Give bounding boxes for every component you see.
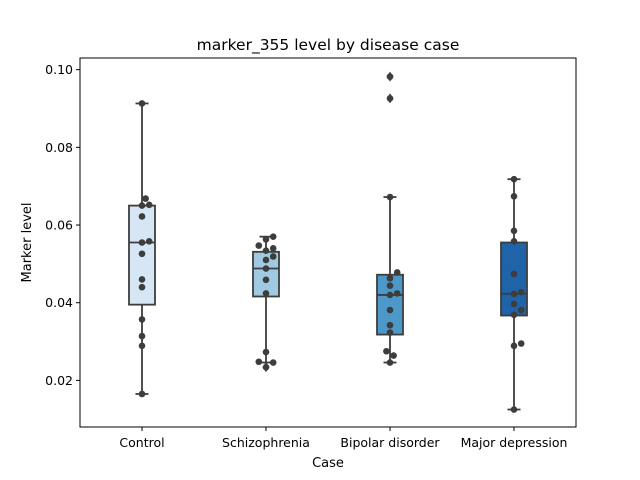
y-tick-label: 0.10 bbox=[45, 62, 73, 77]
data-point bbox=[138, 213, 146, 220]
data-point bbox=[138, 239, 146, 246]
data-point bbox=[510, 227, 518, 235]
data-point bbox=[255, 358, 263, 366]
data-point bbox=[138, 250, 146, 258]
data-point bbox=[383, 347, 390, 355]
data-point bbox=[145, 238, 153, 245]
data-point bbox=[262, 363, 270, 371]
data-point bbox=[510, 342, 518, 350]
data-point bbox=[386, 274, 394, 282]
data-point bbox=[138, 283, 146, 291]
x-tick-label: Major depression bbox=[461, 435, 568, 450]
data-point bbox=[138, 332, 146, 340]
data-point bbox=[386, 321, 394, 329]
data-point bbox=[138, 202, 146, 209]
data-point bbox=[269, 233, 277, 240]
data-point bbox=[138, 316, 146, 323]
swarm-schizophrenia bbox=[255, 233, 277, 371]
data-point bbox=[517, 306, 525, 314]
x-tick-label: Control bbox=[119, 435, 164, 450]
data-point bbox=[145, 201, 153, 209]
data-point bbox=[262, 290, 270, 297]
y-tick-label: 0.02 bbox=[45, 373, 73, 388]
data-point bbox=[386, 359, 394, 366]
swarm-control bbox=[138, 100, 153, 398]
data-point bbox=[517, 340, 525, 347]
data-point bbox=[262, 256, 270, 264]
data-point bbox=[510, 192, 518, 200]
data-point bbox=[386, 329, 394, 336]
data-point bbox=[510, 311, 518, 319]
axes: 0.02 0.04 0.06 0.08 0.10 Control Schizophrenia… bbox=[45, 62, 567, 450]
swarm-bipolar-disorder bbox=[383, 73, 401, 366]
plot-area bbox=[128, 71, 528, 413]
data-point bbox=[510, 406, 518, 413]
swarm-major-depression bbox=[510, 175, 525, 413]
data-point bbox=[269, 359, 277, 366]
data-point bbox=[386, 193, 394, 201]
data-point bbox=[393, 269, 401, 276]
data-point bbox=[262, 236, 270, 243]
data-point bbox=[386, 306, 394, 314]
y-tick-label: 0.04 bbox=[45, 295, 73, 310]
x-tick-label: Schizophrenia bbox=[222, 435, 310, 450]
data-point bbox=[262, 276, 270, 284]
data-point bbox=[262, 247, 270, 254]
y-tick-label: 0.08 bbox=[45, 140, 73, 155]
data-point bbox=[138, 276, 146, 283]
data-point bbox=[386, 73, 394, 80]
data-point bbox=[510, 270, 518, 278]
data-point bbox=[510, 290, 518, 298]
data-point bbox=[138, 390, 146, 398]
data-point bbox=[142, 195, 149, 202]
data-point bbox=[386, 291, 394, 299]
data-point bbox=[269, 253, 277, 260]
data-point bbox=[255, 242, 263, 249]
data-point bbox=[510, 175, 518, 183]
data-point bbox=[262, 348, 270, 356]
data-point bbox=[269, 245, 277, 252]
data-point bbox=[393, 290, 401, 297]
y-tick-label: 0.06 bbox=[45, 218, 73, 233]
plot-frame bbox=[79, 57, 577, 428]
data-point bbox=[138, 100, 146, 107]
data-point bbox=[138, 342, 146, 350]
x-tick-label: Bipolar disorder bbox=[340, 435, 440, 450]
y-axis-title: Marker level bbox=[20, 203, 35, 283]
data-point bbox=[510, 238, 518, 245]
data-point bbox=[390, 352, 397, 359]
data-point bbox=[510, 300, 518, 308]
data-point bbox=[386, 95, 394, 102]
chart-title: marker_355 level by disease case bbox=[197, 36, 460, 55]
data-point bbox=[386, 282, 394, 289]
data-point bbox=[517, 288, 525, 296]
data-point bbox=[262, 265, 270, 272]
x-axis-title: Case bbox=[312, 456, 344, 471]
